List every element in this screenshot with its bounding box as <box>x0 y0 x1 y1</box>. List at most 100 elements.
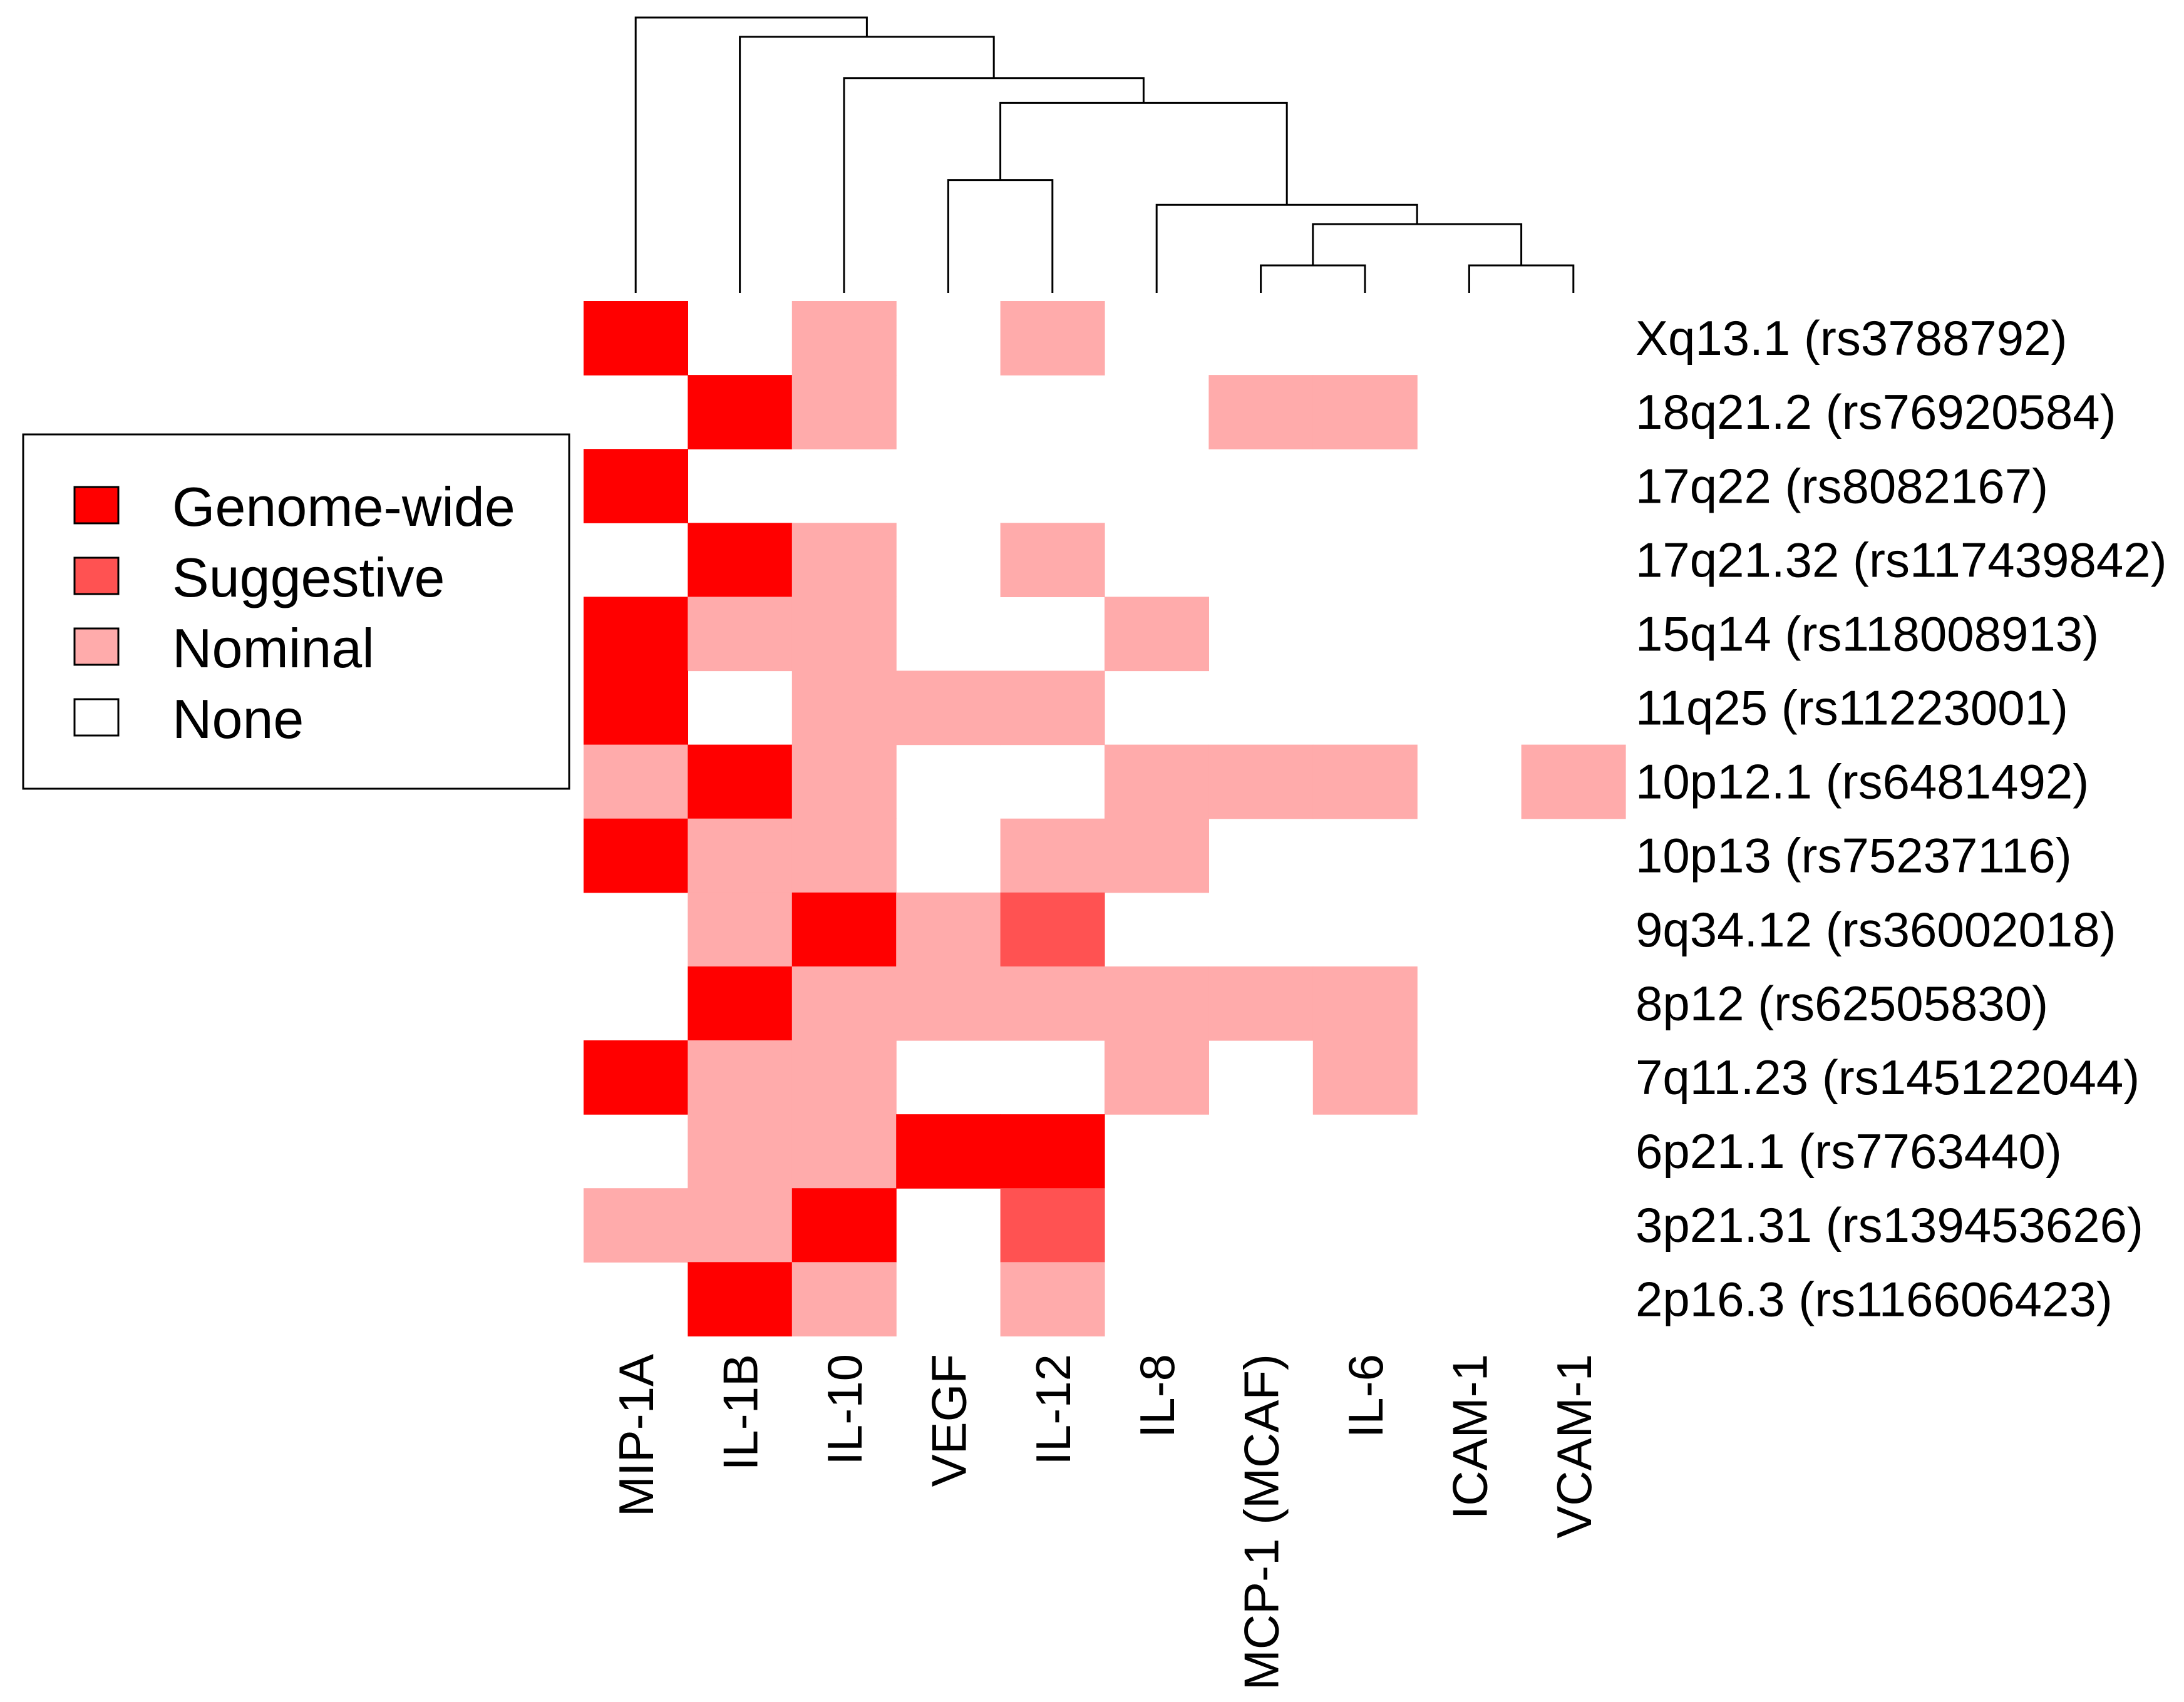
heatmap-cell-11q25-il-12 <box>1000 670 1105 746</box>
dendrogram-branch <box>947 179 1054 293</box>
heatmap-cell-3p21-31-il-1b <box>688 1188 793 1263</box>
heatmap-cell-8p12-il-10 <box>791 966 897 1041</box>
column-label: VEGF <box>921 1354 976 1487</box>
row-label: 8p12 (rs62505830) <box>1635 976 2048 1031</box>
legend-label-suggestive: Suggestive <box>172 546 445 608</box>
row-label: 9q34.12 (rs36002018) <box>1635 902 2116 957</box>
heatmap-cell-10p12-1-il-8 <box>1105 744 1209 819</box>
column-label: VCAM-1 <box>1547 1354 1602 1539</box>
heatmap-cell-18q21-2-mcp-1-mcaf <box>1208 375 1314 449</box>
row-label: 18q21.2 (rs76920584) <box>1635 384 2116 439</box>
row-label: 7q11.23 (rs145122044) <box>1635 1050 2140 1105</box>
column-label: IL-8 <box>1130 1354 1185 1438</box>
column-label: ICAM-1 <box>1442 1354 1497 1519</box>
heatmap-cell-10p13-il-1b <box>688 818 793 893</box>
column-labels: MIP-1A IL-1B IL-10 VEGF IL-12 IL-8 MCP-1 (MCAF… <box>609 1354 1602 1690</box>
heatmap-cell-9q34-12-il-10 <box>791 892 897 967</box>
legend-label-none: None <box>172 688 304 750</box>
heatmap-cell-11q25-mip-1a <box>584 670 688 746</box>
dendrogram-branch <box>1260 264 1366 293</box>
column-label: IL-1B <box>713 1354 768 1470</box>
heatmap-cell-15q14-il-1b <box>688 597 793 672</box>
heatmap-cell-7q11-23-il-6 <box>1312 1040 1418 1115</box>
row-label: Xq13.1 (rs3788792) <box>1635 310 2067 366</box>
heatmap-cell-15q14-mip-1a <box>584 597 688 672</box>
heatmap-cell-7q11-23-mip-1a <box>584 1040 688 1115</box>
heatmap-cell-15q14-il-10 <box>791 597 897 672</box>
heatmap-cell-10p13-il-10 <box>791 818 897 893</box>
heatmap-cell-11q25-vegf <box>896 670 1001 746</box>
column-label: IL-12 <box>1026 1354 1081 1465</box>
heatmap-cell-9q34-12-vegf <box>896 892 1001 967</box>
column-label: MIP-1A <box>609 1354 664 1517</box>
heatmap-cell-17q21-32-il-1b <box>688 523 793 597</box>
row-label: 3p21.31 (rs139453626) <box>1635 1197 2143 1253</box>
heatmap-cell-2p16-3-il-10 <box>791 1262 897 1336</box>
heatmap-cell-10p12-1-il-1b <box>688 744 793 819</box>
heatmap-cell-3p21-31-il-12 <box>1000 1188 1105 1263</box>
heatmap-cell-10p13-mip-1a <box>584 818 688 893</box>
legend-swatch-none <box>73 698 120 737</box>
heatmap-cell-9q34-12-il-12 <box>1000 892 1105 967</box>
heatmap-cell-10p12-1-mcp-1-mcaf <box>1208 744 1314 819</box>
heatmap-cell-17q21-32-il-10 <box>791 523 897 597</box>
column-label: IL-10 <box>817 1354 872 1465</box>
heatmap-cell-18q21-2-il-6 <box>1312 375 1418 449</box>
heatmap-cell-8p12-il-8 <box>1105 966 1209 1041</box>
row-label: 15q14 (rs118008913) <box>1635 606 2099 661</box>
heatmap-cell-18q21-2-il-1b <box>688 375 793 449</box>
heatmap-cell-18q21-2-il-10 <box>791 375 897 449</box>
row-label: 6p21.1 (rs7763440) <box>1635 1124 2062 1179</box>
row-label: 10p12.1 (rs6481492) <box>1635 754 2089 809</box>
heatmap-cell-3p21-31-mip-1a <box>584 1188 688 1263</box>
dendrogram-branch <box>1155 203 1418 293</box>
heatmap-cell-15q14-il-8 <box>1105 597 1209 672</box>
heatmap-cell-xq13-1-il-10 <box>791 301 897 376</box>
legend-swatch-genome-wide <box>73 486 120 525</box>
row-label: 2p16.3 (rs116606423) <box>1635 1271 2113 1326</box>
legend-swatch-suggestive <box>73 556 120 595</box>
heatmap-cell-8p12-il-12 <box>1000 966 1105 1041</box>
dendrogram-branch <box>999 101 1288 205</box>
column-dendrogram <box>634 16 1575 293</box>
dendrogram-branch <box>1312 223 1523 265</box>
heatmap-cell-8p12-vegf <box>896 966 1001 1041</box>
heatmap-cell-17q21-32-il-12 <box>1000 523 1105 597</box>
heatmap-cell-8p12-il-1b <box>688 966 793 1041</box>
heatmap-cell-11q25-il-10 <box>791 670 897 746</box>
row-labels: Xq13.1 (rs3788792) 18q21.2 (rs76920584) 17… <box>1635 310 2167 1326</box>
row-label: 11q25 (rs11223001) <box>1635 680 2068 736</box>
heatmap-cell-10p12-1-il-6 <box>1312 744 1418 819</box>
heatmap-cell-3p21-31-il-10 <box>791 1188 897 1263</box>
row-label: 10p13 (rs75237116) <box>1635 828 2072 883</box>
heatmap-cell-10p12-1-vcam-1 <box>1521 744 1626 819</box>
heatmap-cell-2p16-3-il-1b <box>688 1262 793 1336</box>
heatmap-cell-10p12-1-il-10 <box>791 744 897 819</box>
row-label: 17q21.32 (rs117439842) <box>1635 532 2167 587</box>
heatmap-cell-7q11-23-il-10 <box>791 1040 897 1115</box>
column-label: MCP-1 (MCAF) <box>1234 1354 1289 1690</box>
heatmap-cell-10p12-1-mip-1a <box>584 744 688 819</box>
heatmap-cell-6p21-1-il-12 <box>1000 1114 1105 1189</box>
dendrogram-branch <box>843 77 1145 293</box>
heatmap-cell-6p21-1-vegf <box>896 1114 1001 1189</box>
heatmap-cell-xq13-1-mip-1a <box>584 301 688 376</box>
heatmap-cell-8p12-il-6 <box>1312 966 1418 1041</box>
legend-label-nominal: Nominal <box>172 617 374 679</box>
dendrogram-branch <box>739 36 995 293</box>
heatmap-cell-xq13-1-il-12 <box>1000 301 1105 376</box>
heatmap-cell-7q11-23-il-1b <box>688 1040 793 1115</box>
heatmap-cell-7q11-23-il-8 <box>1105 1040 1209 1115</box>
dendrogram-branch <box>1468 264 1575 293</box>
heatmap-cell-6p21-1-il-10 <box>791 1114 897 1189</box>
legend-swatch-nominal <box>73 627 120 666</box>
legend: Genome-wide Suggestive Nominal None <box>22 433 570 790</box>
legend-label-genome-wide: Genome-wide <box>172 476 515 538</box>
heatmap-cell-6p21-1-il-1b <box>688 1114 793 1189</box>
heatmap-cell-17q22-mip-1a <box>584 449 688 523</box>
heatmap-cell-9q34-12-il-1b <box>688 892 793 967</box>
row-label: 17q22 (rs8082167) <box>1635 458 2048 513</box>
heatmap-cell-2p16-3-il-12 <box>1000 1262 1105 1336</box>
heatmap-cell-10p13-il-12 <box>1000 818 1105 893</box>
